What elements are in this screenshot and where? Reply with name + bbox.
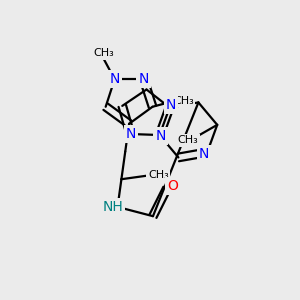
Text: N: N [166,98,176,112]
Text: N: N [138,72,149,86]
Text: N: N [199,147,209,161]
Text: CH₃: CH₃ [178,135,198,145]
Text: N: N [155,129,166,143]
Text: NH: NH [103,200,123,214]
Text: CH₃: CH₃ [94,48,114,58]
Text: N: N [126,127,136,141]
Text: N: N [110,72,120,86]
Text: CH₃: CH₃ [148,170,169,180]
Text: CH₃: CH₃ [173,96,194,106]
Text: O: O [168,179,178,193]
